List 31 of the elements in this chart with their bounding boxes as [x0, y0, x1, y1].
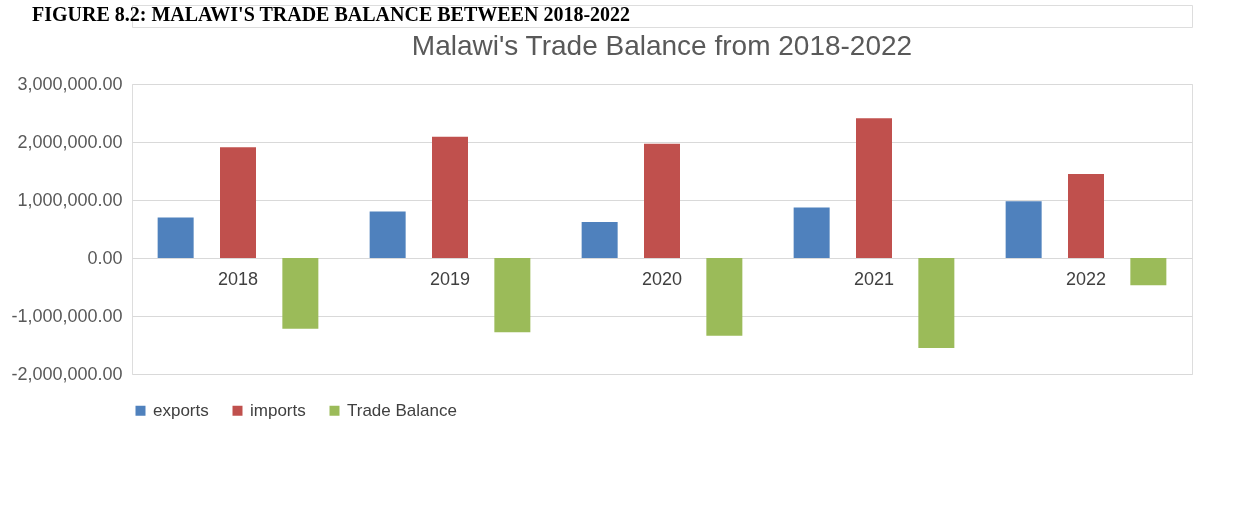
bar — [644, 143, 680, 258]
bar — [1130, 258, 1167, 286]
bar — [918, 258, 955, 348]
legend-label: Trade Balance — [347, 400, 457, 420]
x-tick-label: 2019 — [429, 268, 471, 289]
x-tick-label: 2021 — [853, 268, 895, 289]
bar — [793, 207, 830, 258]
bar — [369, 211, 406, 258]
y-tick-label: 3,000,000.00 — [17, 73, 123, 94]
x-tick-label: 2022 — [1065, 268, 1107, 289]
legend-label: imports — [250, 400, 306, 420]
y-tick-label: 2,000,000.00 — [17, 131, 123, 152]
bar — [581, 222, 618, 258]
y-tick-label: 0.00 — [87, 247, 123, 268]
bar — [157, 217, 194, 258]
legend-label: exports — [153, 400, 209, 420]
bar — [282, 258, 319, 329]
y-tick-label: -2,000,000.00 — [11, 363, 123, 384]
bar — [432, 136, 468, 258]
bar — [1068, 173, 1104, 258]
bar — [220, 147, 256, 258]
bar — [706, 258, 743, 336]
x-tick-label: 2020 — [641, 268, 683, 289]
x-tick-label: 2018 — [217, 268, 259, 289]
bar — [856, 118, 892, 258]
caption: FIGURE 8.2: MALAWI'S TRADE BALANCE BETWEEN 2018-2022 — [32, 3, 631, 25]
y-tick-label: -1,000,000.00 — [11, 305, 123, 326]
y-tick-label: 1,000,000.00 — [17, 189, 123, 210]
chart-title: Malawi's Trade Balance from 2018-2022 — [411, 30, 913, 61]
bar — [1005, 201, 1042, 258]
bar — [494, 258, 531, 333]
